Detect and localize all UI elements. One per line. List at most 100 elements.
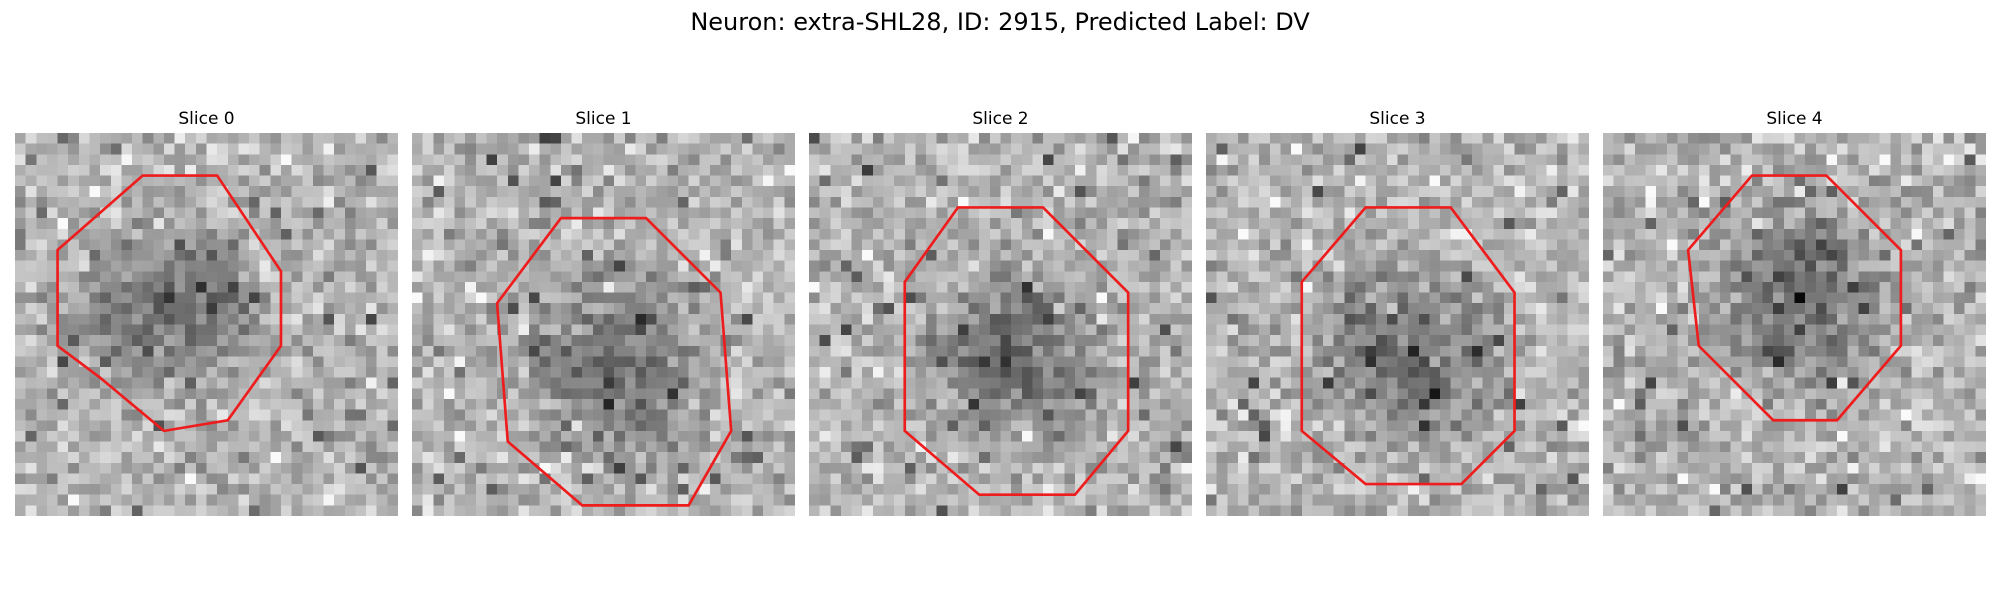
image-pixel [355, 398, 367, 410]
image-pixel [1461, 324, 1473, 336]
image-pixel [355, 452, 367, 464]
image-pixel [819, 133, 831, 144]
image-pixel [1535, 281, 1547, 293]
image-pixel [550, 335, 562, 346]
image-pixel [979, 345, 991, 357]
image-pixel [323, 303, 335, 315]
image-pixel [1000, 218, 1012, 229]
image-pixel [752, 260, 764, 272]
image-pixel [132, 398, 143, 410]
image-pixel [1365, 175, 1377, 187]
image-pixel [582, 494, 594, 506]
image-pixel [957, 313, 969, 325]
image-pixel [89, 494, 101, 506]
image-pixel [422, 409, 434, 421]
image-pixel [1000, 324, 1012, 336]
image-pixel [1493, 186, 1505, 198]
image-pixel [571, 473, 583, 485]
image-pixel [624, 494, 636, 506]
image-pixel [862, 409, 874, 421]
image-pixel [819, 377, 831, 389]
image-pixel [1181, 356, 1192, 368]
image-pixel [872, 154, 884, 166]
image-pixel [904, 271, 916, 283]
image-pixel [259, 313, 271, 325]
image-pixel [46, 398, 58, 410]
image-pixel [560, 207, 572, 219]
image-pixel [883, 218, 895, 229]
image-pixel [830, 324, 842, 336]
image-pixel [121, 398, 133, 410]
image-pixel [259, 409, 271, 421]
image-pixel [915, 292, 927, 304]
image-pixel [153, 367, 165, 378]
image-pixel [1170, 196, 1182, 208]
image-pixel [603, 473, 615, 485]
image-pixel [1408, 335, 1419, 346]
image-pixel [1096, 494, 1108, 506]
image-pixel [1344, 313, 1356, 325]
image-pixel [1227, 196, 1239, 208]
image-pixel [1557, 175, 1568, 187]
image-pixel [454, 196, 466, 208]
image-pixel [1280, 196, 1292, 208]
image-pixel [571, 484, 583, 495]
image-pixel [635, 196, 647, 208]
image-pixel [238, 292, 250, 304]
image-pixel [206, 377, 218, 389]
image-pixel [773, 271, 785, 283]
image-pixel [465, 154, 477, 166]
image-pixel [830, 420, 842, 432]
image-pixel [1216, 207, 1228, 219]
image-pixel [1333, 324, 1345, 336]
image-pixel [1418, 356, 1430, 368]
image-pixel [979, 441, 991, 453]
image-pixel [1085, 271, 1097, 283]
image-pixel [422, 260, 434, 272]
image-pixel [1386, 175, 1398, 187]
image-pixel [1503, 250, 1515, 261]
image-pixel [376, 388, 388, 400]
image-pixel [1386, 324, 1398, 336]
image-pixel [1206, 388, 1217, 400]
image-pixel [699, 313, 711, 325]
image-pixel [894, 452, 905, 464]
image-pixel [1557, 228, 1568, 240]
image-pixel [344, 292, 356, 304]
image-pixel [249, 196, 260, 208]
image-pixel [323, 473, 335, 485]
image-pixel [249, 143, 260, 155]
image-pixel [1181, 186, 1192, 198]
image-pixel [688, 398, 700, 410]
image-pixel [1557, 218, 1568, 229]
image-pixel [1333, 303, 1345, 315]
image-pixel [1106, 292, 1118, 304]
image-pixel [507, 484, 519, 495]
image-pixel [121, 250, 133, 261]
image-pixel [1376, 271, 1388, 283]
image-pixel [443, 356, 455, 368]
image-pixel [1074, 335, 1086, 346]
image-pixel [1471, 335, 1483, 346]
image-pixel [518, 196, 530, 208]
image-pixel [1248, 260, 1260, 272]
image-pixel [323, 420, 335, 432]
image-pixel [1138, 473, 1150, 485]
image-pixel [227, 218, 239, 229]
image-pixel [936, 218, 948, 229]
image-pixel [518, 345, 530, 357]
image-pixel [323, 324, 335, 336]
image-pixel [153, 313, 165, 325]
image-pixel [249, 452, 260, 464]
image-pixel [1557, 398, 1568, 410]
image-pixel [1000, 398, 1012, 410]
image-pixel [132, 207, 143, 219]
image-pixel [1365, 345, 1377, 357]
image-pixel [1117, 260, 1129, 272]
image-pixel [163, 335, 175, 346]
image-pixel [1557, 281, 1568, 293]
image-pixel [1000, 494, 1012, 506]
image-pixel [387, 324, 398, 336]
image-pixel [46, 260, 58, 272]
image-pixel [1259, 154, 1271, 166]
